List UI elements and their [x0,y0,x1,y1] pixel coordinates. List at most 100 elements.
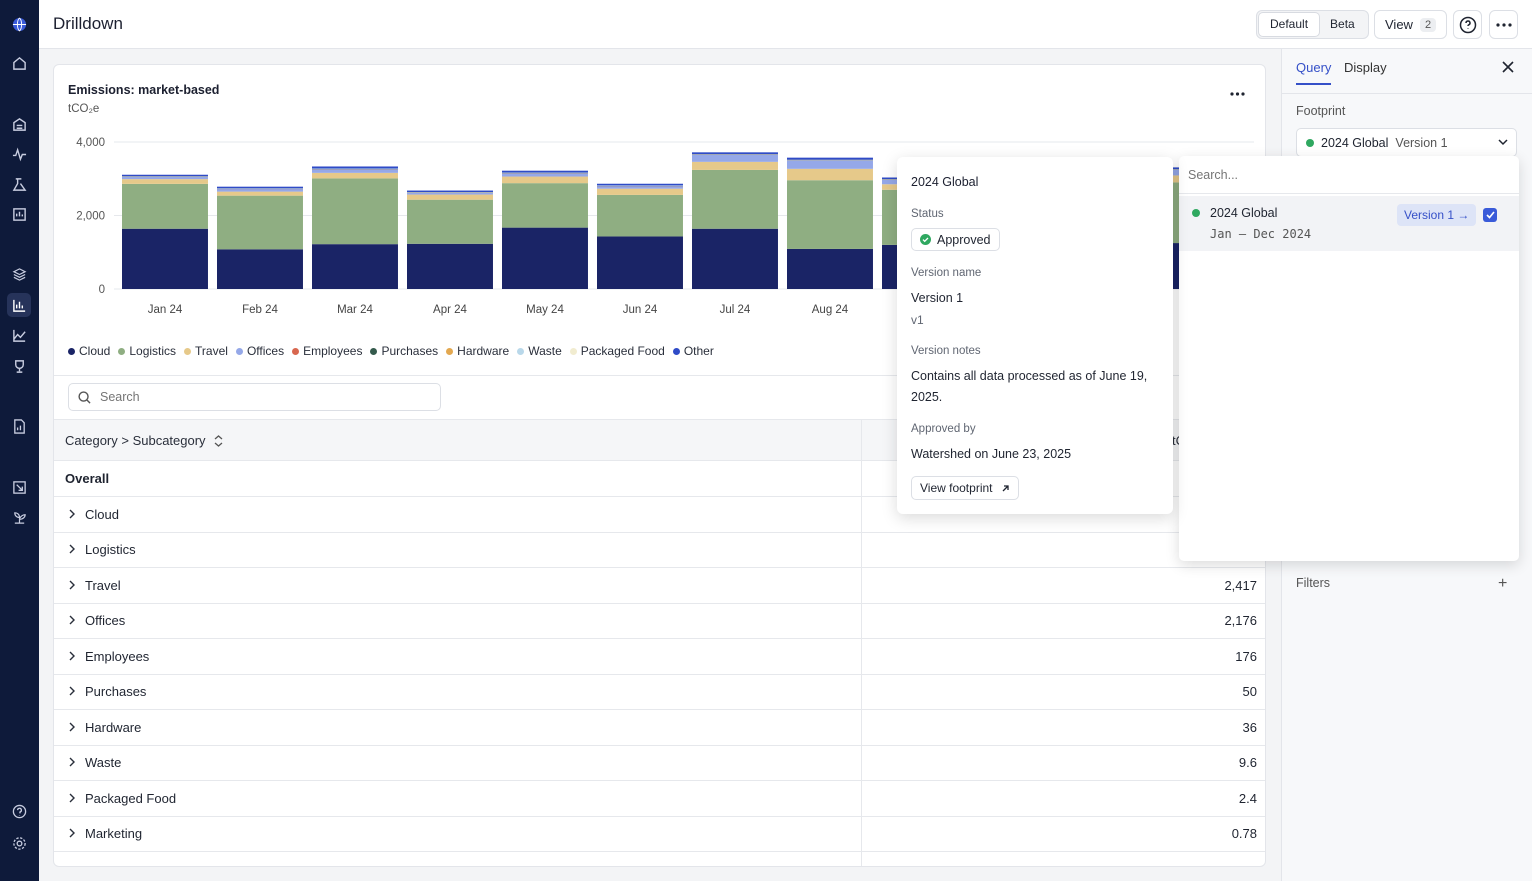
bar-segment[interactable] [692,228,778,289]
chevron-right-icon[interactable] [67,685,77,697]
table-row[interactable]: Hardware 36 [54,710,1265,746]
legend-item[interactable]: Cloud [68,344,110,358]
bar-segment[interactable] [692,154,778,162]
bar-segment[interactable] [502,176,588,184]
plant-icon[interactable] [9,507,29,527]
bar-segment[interactable] [312,178,398,245]
table-row[interactable]: Cloud [54,497,1265,533]
close-icon[interactable] [1500,59,1516,75]
bar-segment[interactable] [312,166,398,169]
chevron-right-icon[interactable] [67,579,77,591]
table-row[interactable]: Employees 176 [54,639,1265,675]
bar-segment[interactable] [787,157,873,160]
bar-segment[interactable] [597,236,683,289]
legend-item[interactable]: Purchases [370,344,438,358]
bar-segment[interactable] [502,227,588,289]
table-row[interactable]: Marketing 0.78 [54,816,1265,852]
table-row[interactable]: Waste 9.6 [54,745,1265,781]
footprint-option[interactable]: 2024 Global Jan – Dec 2024 Version 1 → [1179,196,1519,251]
bar-segment[interactable] [692,161,778,170]
footprint-select[interactable]: 2024 Global Version 1 [1296,128,1517,157]
bar-segment[interactable] [597,185,683,187]
chevron-right-icon[interactable] [67,792,77,804]
chevron-right-icon[interactable] [67,827,77,839]
layers-icon[interactable] [9,264,29,284]
bar-segment[interactable] [407,192,493,195]
report-icon[interactable] [9,204,29,224]
mode-beta-button[interactable]: Beta [1330,17,1355,31]
bar-segment[interactable] [787,168,873,181]
bar-segment[interactable] [217,195,303,250]
bar-segment[interactable] [407,243,493,289]
legend-item[interactable]: Hardware [446,344,509,358]
legend-item[interactable]: Employees [292,344,362,358]
bar-segment[interactable] [312,172,398,179]
legend-item[interactable]: Travel [184,344,228,358]
chevron-right-icon[interactable] [67,508,77,520]
chart-more-button[interactable] [1226,83,1248,105]
settings-gear-icon[interactable] [9,833,29,853]
bar-segment[interactable] [217,188,303,192]
bar-segment[interactable] [692,169,778,229]
bar-segment[interactable] [787,248,873,289]
search-input[interactable] [100,390,400,404]
bar-segment[interactable] [122,176,208,180]
bar-segment[interactable] [597,183,683,186]
help-icon[interactable] [9,801,29,821]
bar-segment[interactable] [312,168,398,173]
chevron-right-icon[interactable] [67,721,77,733]
bar-segment[interactable] [217,191,303,196]
table-row-overall[interactable]: Overall [54,461,1265,497]
legend-item[interactable]: Other [672,344,714,358]
chevron-right-icon[interactable] [67,756,77,768]
table-row[interactable]: Logistics [54,532,1265,568]
bar-segment[interactable] [312,168,398,170]
bar-segment[interactable] [122,176,208,177]
add-filter-icon[interactable]: + [1498,575,1508,592]
more-options-button[interactable] [1489,10,1518,39]
bar-segment[interactable] [407,192,493,193]
document-chart-icon[interactable] [9,416,29,436]
bar-segment[interactable] [692,152,778,155]
table-row[interactable]: Travel 2,417 [54,568,1265,604]
bar-segment[interactable] [407,194,493,200]
dropdown-search-input[interactable] [1188,168,1488,182]
chevron-right-icon[interactable] [67,543,77,555]
legend-item[interactable]: Logistics [118,344,176,358]
bar-segment[interactable] [407,190,493,193]
flask-icon[interactable] [9,174,29,194]
trophy-icon[interactable] [9,356,29,376]
building-icon[interactable] [9,114,29,134]
table-row[interactable]: Purchases 50 [54,674,1265,710]
bar-segment[interactable] [312,244,398,289]
tab-query[interactable]: Query [1296,60,1332,75]
legend-item[interactable]: Waste [517,344,562,358]
bar-segment[interactable] [217,186,303,189]
legend-item[interactable]: Offices [235,344,284,358]
table-row[interactable]: Offices 2,176 [54,603,1265,639]
activity-icon[interactable] [9,144,29,164]
bar-segment[interactable] [122,183,208,229]
bar-chart-icon[interactable] [7,293,31,317]
legend-item[interactable]: Packaged Food [569,344,665,358]
view-button[interactable]: View 2 [1374,10,1448,39]
bar-segment[interactable] [787,160,873,169]
bar-segment[interactable] [787,159,873,161]
bar-segment[interactable] [122,179,208,184]
chevron-right-icon[interactable] [67,650,77,662]
tab-display[interactable]: Display [1344,60,1387,75]
bar-segment[interactable] [502,183,588,228]
bar-segment[interactable] [597,188,683,195]
globe-logo-icon[interactable] [9,14,29,34]
table-search[interactable] [68,383,441,411]
bar-segment[interactable] [217,249,303,289]
chevron-right-icon[interactable] [67,614,77,626]
bar-segment[interactable] [597,185,683,189]
version-pill[interactable]: Version 1 → [1397,204,1477,226]
table-row[interactable]: Packaged Food 2.4 [54,781,1265,817]
bar-segment[interactable] [502,172,588,177]
bar-segment[interactable] [502,172,588,174]
home-icon[interactable] [9,53,29,73]
checkbox[interactable] [1483,208,1497,222]
category-column-header[interactable]: Category > Subcategory [65,433,223,448]
